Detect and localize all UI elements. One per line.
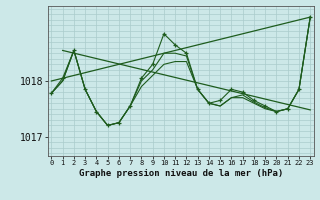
X-axis label: Graphe pression niveau de la mer (hPa): Graphe pression niveau de la mer (hPa) xyxy=(79,169,283,178)
